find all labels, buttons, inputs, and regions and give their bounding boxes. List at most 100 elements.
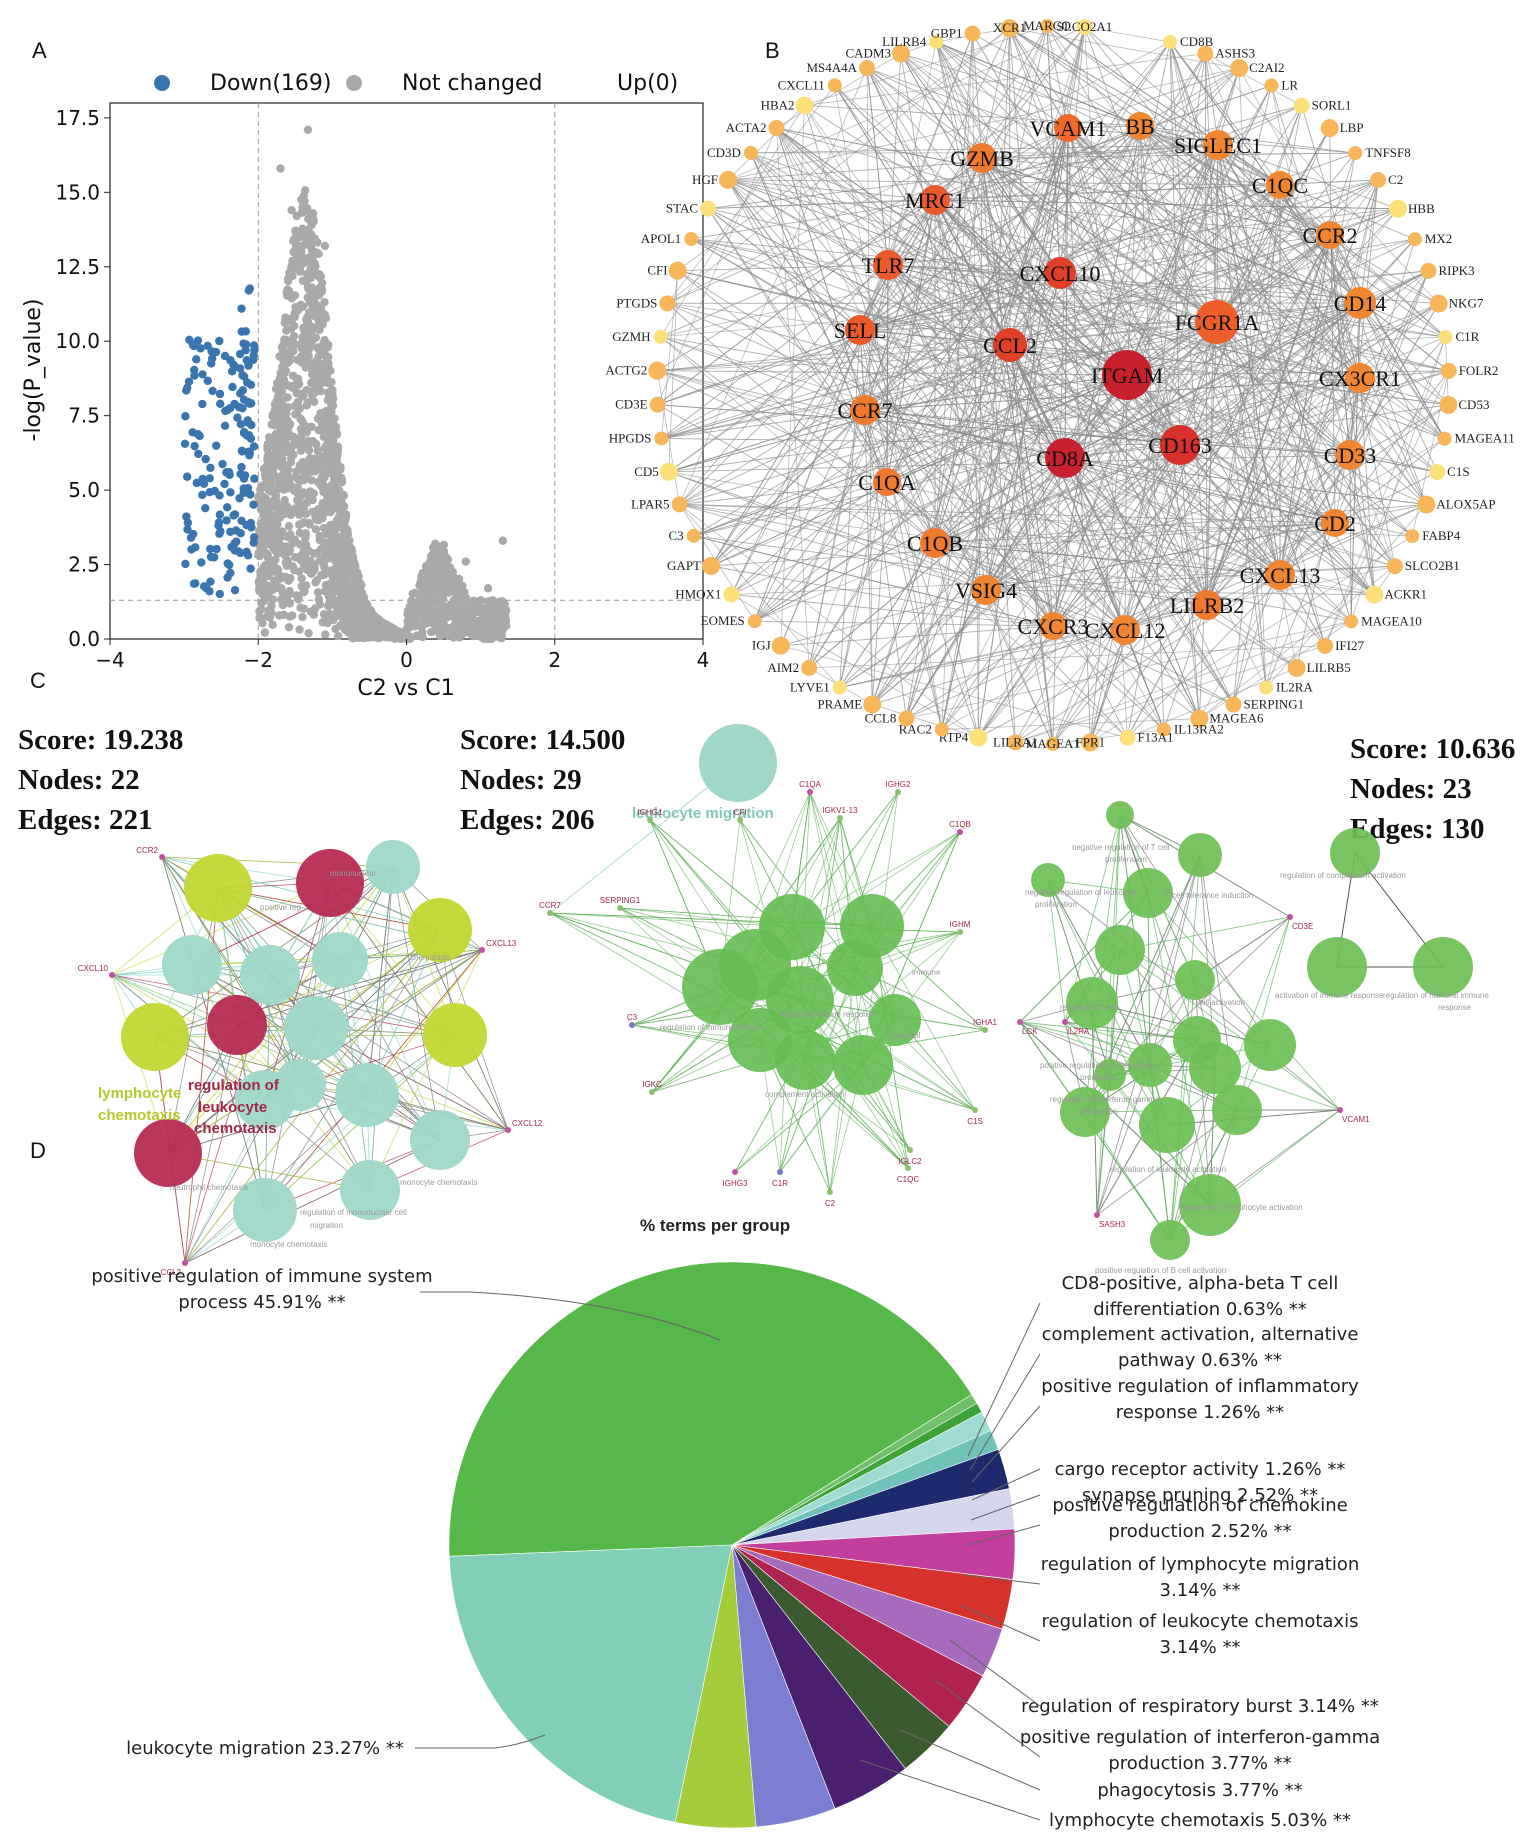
network-node-hub-label: MRC1 xyxy=(905,188,965,213)
network-node-outer xyxy=(723,586,740,603)
pie-label-right: response 1.26% ** xyxy=(1116,1402,1284,1423)
point-not-changed xyxy=(469,631,479,641)
point-down xyxy=(199,582,209,591)
network-node-outer xyxy=(659,295,676,312)
cluego-edge xyxy=(1096,1109,1238,1216)
cluego-edge xyxy=(1109,854,1201,1076)
pie-label-right: regulation of respiratory burst 3.14% ** xyxy=(1021,1696,1379,1717)
network-node-outer xyxy=(1259,680,1274,695)
network-edge xyxy=(679,504,979,738)
network-nodes: CD8BASHS3C2AI2LRSORL1LBPTNFSF8C2HBBMX2RI… xyxy=(605,18,1515,752)
panel-letter-b: B xyxy=(765,38,780,63)
point-not-changed xyxy=(293,496,302,505)
network-edge xyxy=(985,303,1439,591)
network-edge xyxy=(1084,26,1171,43)
cluego-gene-node xyxy=(109,972,115,978)
network-node-hub-label: BB xyxy=(1125,114,1154,139)
network-edge xyxy=(1015,444,1181,743)
point-down xyxy=(220,421,230,431)
network-node-outer xyxy=(1119,729,1136,746)
network-node-hub xyxy=(971,575,1001,605)
pie-labels: positive regulation of immune systemproc… xyxy=(91,1266,1380,1831)
point-not-changed xyxy=(290,566,299,575)
network-edge xyxy=(1127,667,1297,738)
network-node-outer-label: IL13RA2 xyxy=(1174,722,1224,737)
network-edge xyxy=(1064,457,1427,506)
cluego-gene-node xyxy=(1287,914,1293,920)
point-not-changed xyxy=(375,633,384,643)
point-not-changed xyxy=(479,624,488,633)
network-node-outer xyxy=(1197,45,1214,62)
point-down xyxy=(198,474,207,484)
point-down xyxy=(189,579,199,588)
cluego-gene-node xyxy=(1337,1107,1343,1113)
network-edge xyxy=(1009,321,1218,346)
point-not-changed xyxy=(271,472,280,481)
cluego-gene-label: IGHG2 xyxy=(886,780,911,789)
network-edge xyxy=(906,620,1352,719)
point-down xyxy=(183,383,192,393)
network-edge xyxy=(661,329,861,439)
cluego-edge xyxy=(111,959,341,976)
network-edge xyxy=(905,542,936,719)
point-not-changed xyxy=(268,595,278,604)
network-edge xyxy=(754,41,1171,622)
cluego-term-node xyxy=(699,724,777,802)
cluster-3-nodes: Nodes: 23 xyxy=(1350,773,1472,805)
y-tick-label: 5.0 xyxy=(68,478,100,502)
point-down xyxy=(250,474,259,483)
point-not-changed xyxy=(319,523,329,533)
cluego-term-node xyxy=(1094,1059,1126,1091)
network-node-outer xyxy=(768,120,785,137)
network-node-outer xyxy=(1156,722,1171,737)
network-node-outer-label: C2AI2 xyxy=(1249,60,1284,75)
network-edge xyxy=(1279,179,1379,576)
cluego-gene-node xyxy=(982,1027,988,1033)
pie-leader-line xyxy=(899,1729,1041,1791)
point-not-changed xyxy=(461,557,470,566)
network-edge xyxy=(657,344,1011,372)
point-not-changed xyxy=(345,544,354,553)
point-not-changed xyxy=(264,473,273,483)
point-not-changed xyxy=(315,531,324,541)
point-not-changed xyxy=(473,619,483,628)
network-node-hub-label: CXCL10 xyxy=(1020,261,1101,286)
point-not-changed xyxy=(324,601,333,611)
point-not-changed xyxy=(306,342,315,351)
network-edge xyxy=(660,179,1379,338)
pie-leader-line xyxy=(967,1302,1041,1457)
network-edge xyxy=(977,238,1416,738)
network-edge xyxy=(668,471,1126,631)
cluego-small-label: T cell activation xyxy=(1190,998,1245,1007)
point-not-changed xyxy=(271,555,280,564)
network-edge xyxy=(776,127,1361,304)
network-edge xyxy=(728,179,936,201)
network-edge xyxy=(710,344,1011,567)
network-node-outer xyxy=(700,200,717,217)
cluego-term-node xyxy=(1139,1097,1195,1153)
network-node-outer xyxy=(1190,709,1209,728)
network-edge xyxy=(1089,377,1361,743)
network-node-outer-label: LBP xyxy=(1340,120,1364,135)
network-edge xyxy=(668,409,866,473)
cluego-gene-node xyxy=(957,929,963,935)
cluego-term-node xyxy=(284,996,348,1060)
point-not-changed xyxy=(279,485,288,494)
pie-label-right: 3.14% ** xyxy=(1160,1637,1241,1658)
network-node-hub-label: C1QA xyxy=(858,470,916,495)
cluego-term-node xyxy=(366,840,420,894)
network-node-hub-label: CCR2 xyxy=(1302,223,1357,248)
volcano-ticks: −4 −2 0 2 40.02.55.07.510.012.515.017.5 xyxy=(55,106,709,672)
point-not-changed xyxy=(270,414,280,423)
cluego-gene-label: C1R xyxy=(772,1179,788,1188)
network-edge xyxy=(1059,53,1206,274)
point-not-changed xyxy=(298,276,308,286)
point-not-changed xyxy=(426,627,436,637)
network-node-outer xyxy=(1040,19,1055,34)
network-edge xyxy=(1265,179,1379,688)
point-not-changed xyxy=(330,567,339,576)
cluego-small-label: regulation of lymphocyte activation xyxy=(1180,1203,1303,1212)
network-edge xyxy=(864,409,1297,669)
cluego-small-label: neutrophil chemotaxis xyxy=(170,1183,248,1192)
